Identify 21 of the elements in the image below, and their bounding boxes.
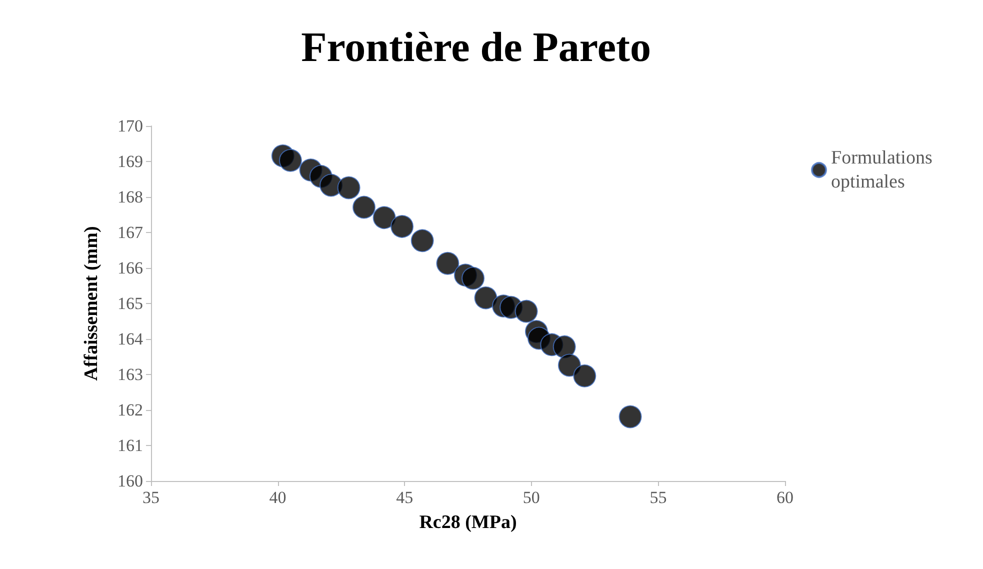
y-tick-label: 161 (118, 436, 143, 455)
y-tick-label: 166 (118, 258, 143, 278)
y-tick-label: 165 (118, 294, 143, 313)
y-tick-label: 164 (118, 330, 144, 348)
y-axis-title: Affaissement (mm) (81, 226, 102, 381)
y-tick-label: 167 (118, 223, 144, 242)
x-tick-label: 35 (142, 488, 160, 507)
x-axis-title: Rc28 (MPa) (419, 512, 517, 533)
x-tick-label: 45 (396, 488, 414, 507)
y-tick-label: 170 (118, 116, 143, 136)
x-tick-label: 55 (650, 488, 667, 507)
legend-label: Formulations optimales (831, 148, 932, 192)
chart-title: Frontière de Pareto (301, 25, 651, 71)
y-tick-label: 162 (118, 400, 143, 420)
y-tick-label: 169 (118, 152, 143, 171)
y-tick-label: 163 (118, 365, 143, 384)
x-tick-label: 40 (269, 488, 286, 507)
x-tick-label: 50 (522, 488, 540, 507)
y-tick-label: 168 (118, 188, 143, 206)
y-tick-label: 160 (118, 472, 143, 490)
x-tick-label: 60 (776, 488, 794, 507)
